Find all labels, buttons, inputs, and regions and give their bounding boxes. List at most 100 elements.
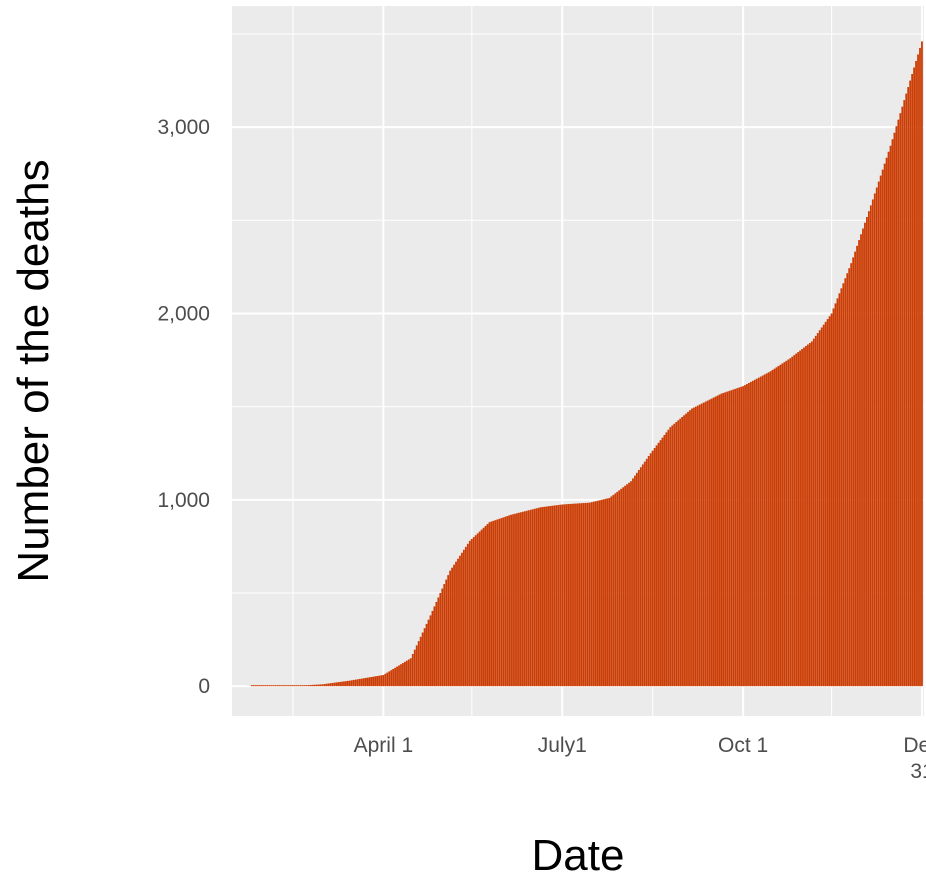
- bar: [400, 664, 402, 687]
- bar: [801, 349, 803, 687]
- bar: [425, 623, 428, 687]
- bar: [433, 606, 436, 687]
- bar: [417, 641, 420, 687]
- bar: [274, 685, 277, 687]
- bar: [254, 685, 257, 687]
- bar: [895, 126, 898, 687]
- bar: [415, 645, 418, 687]
- bar: [303, 685, 306, 687]
- bar: [834, 303, 837, 687]
- bar: [740, 386, 742, 687]
- bar: [284, 685, 286, 687]
- bar: [453, 564, 455, 687]
- bar: [836, 298, 839, 687]
- bar: [301, 685, 304, 687]
- bar: [657, 442, 660, 687]
- bar: [913, 67, 915, 687]
- bar: [543, 506, 546, 687]
- bar: [321, 684, 324, 687]
- bar: [921, 41, 923, 687]
- bar: [671, 425, 674, 687]
- bar: [464, 546, 467, 687]
- bar: [893, 132, 896, 687]
- bar: [282, 685, 284, 687]
- bar: [714, 396, 717, 687]
- bar: [903, 100, 906, 687]
- bar: [348, 680, 351, 687]
- y-tick-label: 0: [198, 675, 210, 698]
- bar: [358, 678, 361, 687]
- bar: [394, 667, 396, 687]
- x-tick-label: April 1: [354, 734, 414, 757]
- bar: [755, 378, 758, 687]
- bar: [785, 360, 788, 687]
- bar: [791, 356, 794, 687]
- bar: [881, 169, 884, 687]
- bar: [773, 368, 776, 687]
- bar: [423, 628, 426, 687]
- bar: [799, 350, 801, 687]
- bar: [504, 516, 507, 687]
- bar: [708, 399, 711, 687]
- bar: [598, 500, 601, 687]
- bar: [360, 678, 363, 687]
- bar: [647, 456, 650, 687]
- bar: [411, 653, 414, 687]
- bar: [476, 533, 479, 687]
- bar: [571, 503, 573, 687]
- bar: [431, 610, 434, 687]
- bar: [561, 504, 564, 687]
- bar: [305, 685, 308, 687]
- bar: [250, 685, 253, 687]
- bar: [268, 685, 271, 687]
- x-axis-title: Date: [532, 831, 625, 880]
- bar: [691, 408, 693, 687]
- bar: [779, 364, 782, 687]
- bar: [459, 555, 461, 687]
- bar: [333, 682, 336, 687]
- bar: [669, 427, 672, 687]
- bar: [468, 540, 471, 687]
- bar: [781, 363, 784, 687]
- bar: [814, 335, 817, 687]
- bar: [276, 685, 279, 687]
- bar: [462, 549, 465, 687]
- bar: [734, 388, 737, 687]
- bar: [840, 288, 843, 687]
- bar: [539, 507, 542, 687]
- bar: [331, 682, 334, 687]
- bar: [490, 521, 493, 687]
- bar: [649, 453, 652, 687]
- bar: [474, 535, 477, 687]
- bar: [319, 684, 322, 687]
- bar: [860, 234, 862, 687]
- bar: [899, 113, 902, 687]
- bar: [907, 87, 910, 687]
- bar: [500, 518, 503, 687]
- bar: [370, 676, 373, 687]
- bar: [759, 376, 762, 687]
- bar-series: [250, 41, 923, 687]
- bar: [748, 382, 750, 687]
- bar: [757, 377, 760, 687]
- bar: [478, 531, 481, 687]
- bar: [404, 661, 406, 687]
- bar: [588, 502, 591, 687]
- bar: [661, 437, 664, 687]
- bar: [494, 520, 497, 687]
- bar: [335, 682, 338, 687]
- bar: [805, 346, 807, 687]
- bar: [437, 597, 440, 687]
- bar: [700, 403, 703, 687]
- bar: [533, 508, 536, 687]
- bar: [846, 273, 849, 687]
- bar: [512, 514, 514, 687]
- bar: [635, 472, 638, 687]
- bar: [716, 395, 719, 687]
- bar: [808, 342, 811, 687]
- bar: [793, 355, 796, 687]
- bar: [620, 488, 623, 687]
- bar: [392, 669, 395, 687]
- bar: [307, 685, 310, 687]
- bar: [580, 503, 583, 687]
